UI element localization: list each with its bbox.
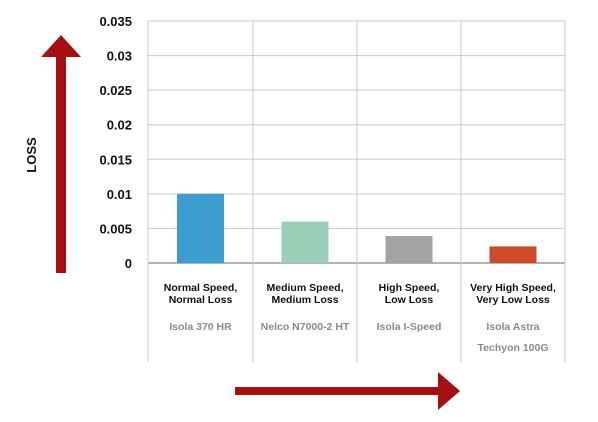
y-tick-label: 0.02 [107, 118, 132, 133]
category-label-line1: High Speed, [379, 282, 440, 294]
category-label-line1: Very High Speed, [470, 282, 556, 294]
product-label: Isola I-Speed [377, 321, 442, 333]
y-tick-label: 0 [125, 256, 132, 271]
y-axis-label: LOSS [24, 137, 39, 173]
arrows [41, 35, 460, 410]
y-tick-label: 0.03 [107, 49, 132, 64]
product-label: Isola Astra [486, 321, 539, 333]
category-label-line2: Normal Loss [169, 294, 233, 306]
grid [147, 20, 566, 362]
category-label-line1: Medium Speed, [266, 282, 343, 294]
category-label-line2: Low Loss [385, 294, 434, 306]
y-tick-label: 0.015 [99, 152, 132, 167]
y-tick-labels: 0 0.005 0.01 0.015 0.02 0.025 0.03 0.035 [99, 14, 132, 271]
bar [281, 221, 329, 263]
product-label: Nelco N7000-2 HT [261, 321, 350, 333]
y-tick-label: 0.01 [107, 187, 132, 202]
bar [385, 236, 433, 263]
product-label: Techyon 100G [478, 342, 549, 354]
right-arrow-icon [235, 372, 460, 410]
up-arrow-icon [41, 35, 81, 273]
category-label-line1: Normal Speed, [164, 282, 238, 294]
category-label-line2: Medium Loss [271, 294, 338, 306]
x-category-labels: Normal Speed, Normal Loss Isola 370 HR M… [164, 282, 556, 354]
y-tick-label: 0.025 [99, 83, 132, 98]
y-tick-label: 0.005 [99, 221, 132, 236]
y-tick-label: 0.035 [99, 14, 132, 29]
bars [177, 193, 537, 263]
bar [177, 193, 224, 263]
category-label-line2: Very Low Loss [476, 294, 550, 306]
bar [489, 246, 537, 263]
product-label: Isola 370 HR [169, 321, 232, 333]
